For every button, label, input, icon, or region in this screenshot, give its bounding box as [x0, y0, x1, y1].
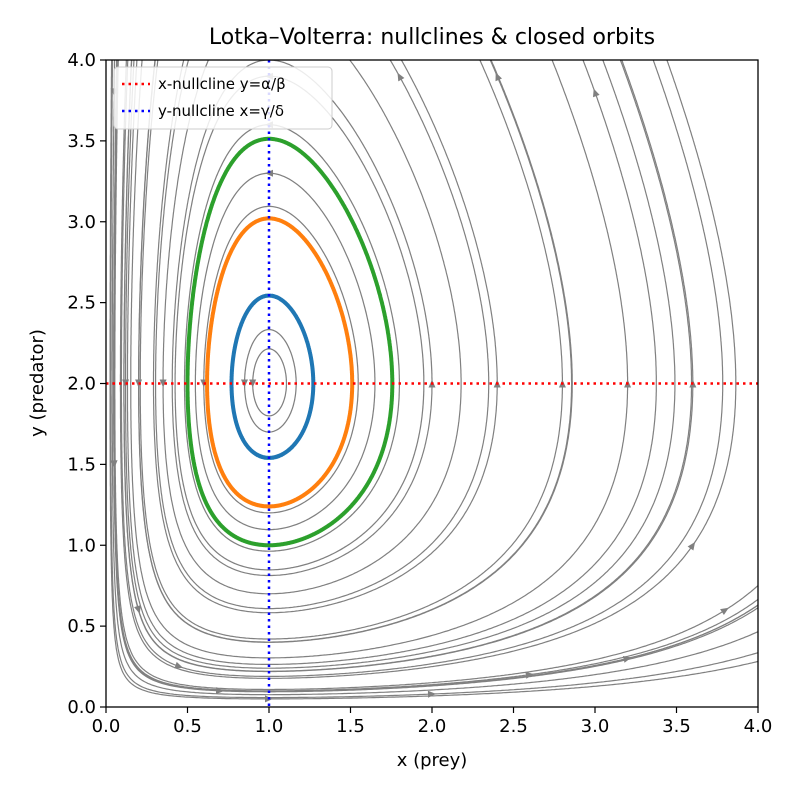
y-axis: 0.0 0.5 1.0 1.5 2.0 2.5 3.0 3.5 4.0 — [67, 50, 106, 718]
orbit-line — [229, 293, 316, 460]
streamline — [162, 60, 462, 595]
x-tick-label: 2.5 — [499, 716, 528, 737]
streamline — [123, 60, 694, 673]
streamline-arrow — [687, 542, 696, 551]
y-tick-label: 0.0 — [67, 697, 96, 718]
x-tick-label: 0.0 — [92, 716, 121, 737]
streamline-arrow — [593, 88, 600, 98]
x-axis-label: x (prey) — [397, 750, 468, 771]
y-tick-label: 4.0 — [67, 50, 96, 71]
streamline-arrow — [427, 690, 436, 698]
streamlines-layer — [109, 60, 758, 703]
streamline — [152, 60, 498, 614]
streamline — [110, 60, 758, 699]
streamline — [155, 60, 490, 610]
streamline — [113, 60, 758, 693]
streamline-arrow — [495, 72, 502, 82]
x-tick-label: 3.0 — [581, 716, 610, 737]
streamline — [119, 60, 737, 679]
y-tick-label: 1.0 — [67, 535, 96, 556]
streamline-arrow — [525, 671, 534, 679]
y-tick-label: 0.5 — [67, 616, 96, 637]
legend-label-y-nullcline: y-nullcline x=γ/δ — [158, 102, 284, 120]
orbit-line — [185, 136, 395, 548]
legend-box — [113, 66, 333, 130]
streamline — [111, 60, 758, 696]
streamline-arrow — [622, 656, 632, 663]
streamline-arrow — [249, 379, 257, 388]
streamline — [138, 60, 573, 643]
legend: x-nullcline y=α/β y-nullcline x=γ/δ — [113, 66, 333, 130]
orbit-line — [205, 216, 355, 509]
orbits-layer — [185, 136, 395, 548]
x-tick-label: 1.5 — [336, 716, 365, 737]
streamline — [109, 60, 758, 700]
chart-title: Lotka–Volterra: nullclines & closed orbi… — [209, 25, 655, 50]
x-axis: 0.0 0.5 1.0 1.5 2.0 2.5 3.0 3.5 4.0 — [92, 707, 773, 737]
y-tick-label: 3.0 — [67, 212, 96, 233]
plot-area — [106, 60, 758, 707]
x-tick-label: 3.5 — [662, 716, 691, 737]
x-tick-label: 2.0 — [418, 716, 447, 737]
streamline — [130, 60, 629, 659]
streamline-arrow — [265, 169, 273, 177]
x-tick-label: 0.5 — [173, 716, 202, 737]
streamline-arrow — [720, 607, 729, 615]
y-tick-label: 1.5 — [67, 454, 96, 475]
x-tick-label: 4.0 — [744, 716, 773, 737]
streamline — [125, 60, 676, 669]
streamline — [139, 60, 563, 640]
y-tick-label: 3.5 — [67, 131, 96, 152]
x-tick-label: 1.0 — [255, 716, 284, 737]
nullclines-layer — [106, 60, 758, 707]
streamline-arrow — [174, 661, 184, 669]
streamline — [120, 60, 724, 677]
legend-label-x-nullcline: x-nullcline y=α/β — [158, 75, 286, 93]
streamline — [171, 60, 433, 577]
y-tick-label: 2.0 — [67, 374, 96, 395]
y-axis-label: y (predator) — [27, 329, 48, 437]
streamline-arrow — [397, 72, 405, 82]
streamline — [114, 60, 758, 691]
streamline — [126, 60, 657, 665]
y-tick-label: 2.5 — [67, 293, 96, 314]
streamline-arrow — [159, 379, 167, 388]
